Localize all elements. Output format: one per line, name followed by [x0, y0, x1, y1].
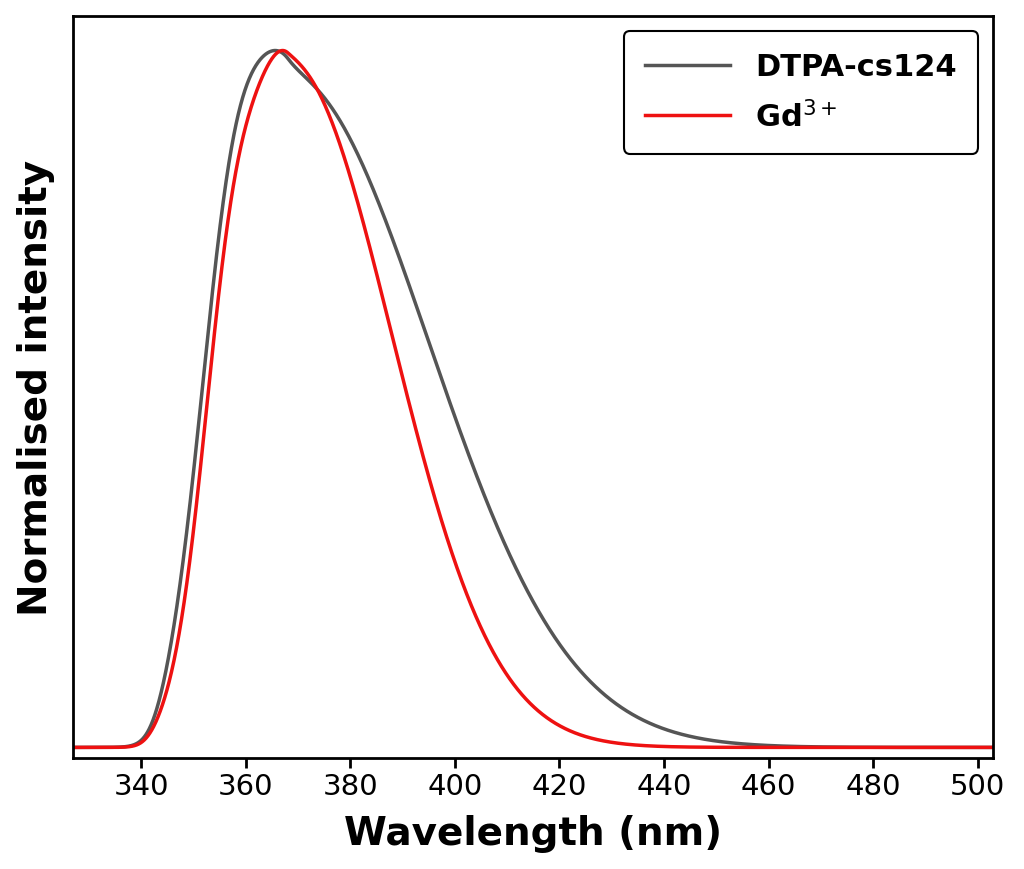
- DTPA-cs124: [269, 46, 282, 56]
- Gd$^{3+}$: [164, 673, 176, 683]
- Gd$^{3+}$: [220, 230, 232, 241]
- DTPA-cs124: [997, 742, 1010, 753]
- Line: DTPA-cs124: DTPA-cs124: [62, 51, 1004, 747]
- DTPA-cs124: [418, 323, 430, 334]
- Gd$^{3+}$: [56, 742, 69, 753]
- Y-axis label: Normalised intensity: Normalised intensity: [16, 160, 54, 615]
- Legend: DTPA-cs124, Gd$^{3+}$: DTPA-cs124, Gd$^{3+}$: [624, 32, 978, 155]
- Line: Gd$^{3+}$: Gd$^{3+}$: [62, 51, 1004, 747]
- DTPA-cs124: [459, 440, 471, 450]
- DTPA-cs124: [56, 742, 69, 753]
- Gd$^{3+}$: [878, 742, 890, 753]
- Gd$^{3+}$: [276, 46, 289, 56]
- X-axis label: Wavelength (nm): Wavelength (nm): [344, 814, 722, 852]
- Gd$^{3+}$: [418, 455, 430, 466]
- DTPA-cs124: [220, 177, 232, 188]
- DTPA-cs124: [164, 643, 176, 653]
- DTPA-cs124: [878, 742, 890, 753]
- Gd$^{3+}$: [459, 584, 471, 594]
- DTPA-cs124: [979, 742, 991, 753]
- Gd$^{3+}$: [997, 742, 1010, 753]
- Gd$^{3+}$: [979, 742, 991, 753]
